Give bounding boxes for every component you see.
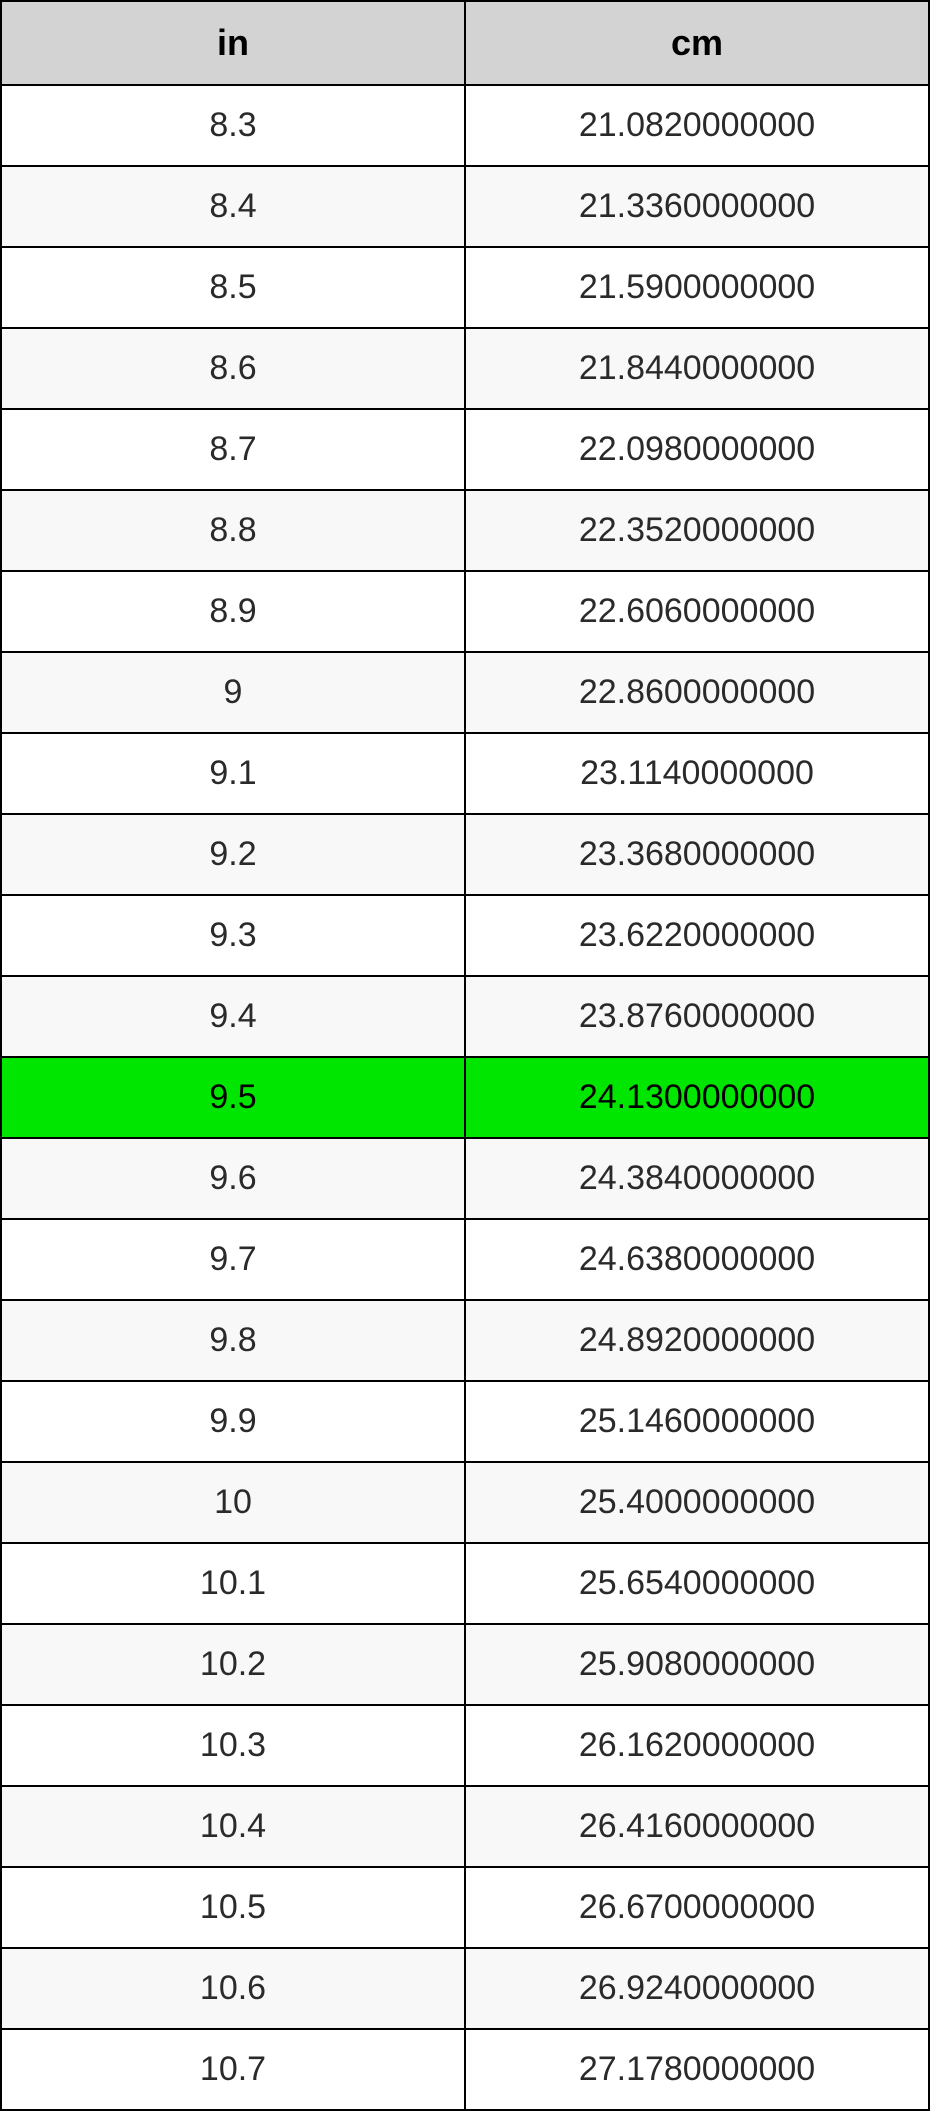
table-row: 9.925.1460000000 <box>1 1381 929 1462</box>
cell-in: 10.2 <box>1 1624 465 1705</box>
table-row: 9.223.3680000000 <box>1 814 929 895</box>
table-row: 10.125.6540000000 <box>1 1543 929 1624</box>
table-body: 8.321.08200000008.421.33600000008.521.59… <box>1 85 929 2110</box>
cell-in: 8.8 <box>1 490 465 571</box>
table-row: 8.922.6060000000 <box>1 571 929 652</box>
cell-cm: 24.1300000000 <box>465 1057 929 1138</box>
cell-in: 9.5 <box>1 1057 465 1138</box>
cell-cm: 23.3680000000 <box>465 814 929 895</box>
cell-in: 8.3 <box>1 85 465 166</box>
cell-in: 10 <box>1 1462 465 1543</box>
cell-in: 9.4 <box>1 976 465 1057</box>
table-header-row: in cm <box>1 1 929 85</box>
table-row: 10.526.6700000000 <box>1 1867 929 1948</box>
cell-in: 8.9 <box>1 571 465 652</box>
cell-in: 10.4 <box>1 1786 465 1867</box>
cell-cm: 23.1140000000 <box>465 733 929 814</box>
table-row: 8.722.0980000000 <box>1 409 929 490</box>
cell-cm: 27.1780000000 <box>465 2029 929 2110</box>
table-row: 10.225.9080000000 <box>1 1624 929 1705</box>
cell-in: 10.6 <box>1 1948 465 2029</box>
table-row: 10.426.4160000000 <box>1 1786 929 1867</box>
cell-in: 8.5 <box>1 247 465 328</box>
cell-cm: 21.8440000000 <box>465 328 929 409</box>
cell-cm: 21.5900000000 <box>465 247 929 328</box>
cell-cm: 26.1620000000 <box>465 1705 929 1786</box>
conversion-table: in cm 8.321.08200000008.421.33600000008.… <box>0 0 930 2111</box>
table-row: 922.8600000000 <box>1 652 929 733</box>
cell-cm: 23.6220000000 <box>465 895 929 976</box>
column-header-cm: cm <box>465 1 929 85</box>
cell-in: 9 <box>1 652 465 733</box>
cell-cm: 23.8760000000 <box>465 976 929 1057</box>
cell-cm: 26.4160000000 <box>465 1786 929 1867</box>
cell-in: 8.7 <box>1 409 465 490</box>
cell-cm: 22.6060000000 <box>465 571 929 652</box>
cell-in: 9.6 <box>1 1138 465 1219</box>
table-row: 9.824.8920000000 <box>1 1300 929 1381</box>
table-row: 1025.4000000000 <box>1 1462 929 1543</box>
table-row: 10.326.1620000000 <box>1 1705 929 1786</box>
cell-in: 8.6 <box>1 328 465 409</box>
cell-in: 9.8 <box>1 1300 465 1381</box>
table-row: 9.524.1300000000 <box>1 1057 929 1138</box>
cell-in: 10.5 <box>1 1867 465 1948</box>
cell-in: 9.7 <box>1 1219 465 1300</box>
cell-cm: 21.3360000000 <box>465 166 929 247</box>
cell-cm: 25.4000000000 <box>465 1462 929 1543</box>
table-row: 8.621.8440000000 <box>1 328 929 409</box>
cell-in: 9.9 <box>1 1381 465 1462</box>
cell-in: 10.3 <box>1 1705 465 1786</box>
table-row: 9.624.3840000000 <box>1 1138 929 1219</box>
table-row: 10.727.1780000000 <box>1 2029 929 2110</box>
cell-in: 8.4 <box>1 166 465 247</box>
table-row: 8.421.3360000000 <box>1 166 929 247</box>
table-row: 8.521.5900000000 <box>1 247 929 328</box>
cell-cm: 24.6380000000 <box>465 1219 929 1300</box>
column-header-in: in <box>1 1 465 85</box>
table-row: 9.724.6380000000 <box>1 1219 929 1300</box>
cell-cm: 24.3840000000 <box>465 1138 929 1219</box>
cell-cm: 25.9080000000 <box>465 1624 929 1705</box>
cell-in: 10.1 <box>1 1543 465 1624</box>
cell-cm: 22.3520000000 <box>465 490 929 571</box>
table-row: 9.423.8760000000 <box>1 976 929 1057</box>
cell-in: 9.3 <box>1 895 465 976</box>
cell-in: 9.2 <box>1 814 465 895</box>
cell-cm: 21.0820000000 <box>465 85 929 166</box>
cell-cm: 22.0980000000 <box>465 409 929 490</box>
cell-cm: 26.9240000000 <box>465 1948 929 2029</box>
cell-in: 10.7 <box>1 2029 465 2110</box>
cell-cm: 26.6700000000 <box>465 1867 929 1948</box>
cell-cm: 24.8920000000 <box>465 1300 929 1381</box>
table-row: 8.822.3520000000 <box>1 490 929 571</box>
cell-cm: 25.1460000000 <box>465 1381 929 1462</box>
cell-cm: 25.6540000000 <box>465 1543 929 1624</box>
cell-cm: 22.8600000000 <box>465 652 929 733</box>
table-row: 10.626.9240000000 <box>1 1948 929 2029</box>
table-row: 9.123.1140000000 <box>1 733 929 814</box>
cell-in: 9.1 <box>1 733 465 814</box>
table-row: 8.321.0820000000 <box>1 85 929 166</box>
table-row: 9.323.6220000000 <box>1 895 929 976</box>
